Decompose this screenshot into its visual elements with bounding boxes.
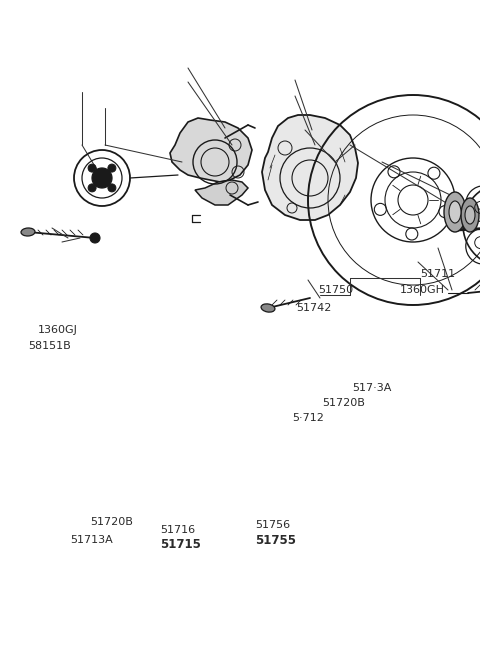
Ellipse shape bbox=[465, 206, 475, 224]
Circle shape bbox=[88, 164, 96, 172]
Text: 51720B: 51720B bbox=[322, 398, 365, 408]
Text: 51755: 51755 bbox=[255, 533, 296, 547]
Text: 51713A: 51713A bbox=[70, 535, 113, 545]
Text: 1360GH: 1360GH bbox=[400, 285, 445, 295]
Text: 517·3A: 517·3A bbox=[352, 383, 391, 393]
Text: 1360GJ: 1360GJ bbox=[38, 325, 78, 335]
Polygon shape bbox=[195, 180, 248, 205]
Text: 51750: 51750 bbox=[318, 285, 353, 295]
Text: 51742: 51742 bbox=[296, 303, 331, 313]
Circle shape bbox=[108, 184, 116, 192]
Ellipse shape bbox=[21, 228, 35, 236]
Polygon shape bbox=[262, 115, 358, 220]
Polygon shape bbox=[170, 118, 252, 182]
Text: 5·712: 5·712 bbox=[292, 413, 324, 423]
Text: 58151B: 58151B bbox=[28, 341, 71, 351]
Text: 51716: 51716 bbox=[160, 525, 195, 535]
Text: 51715: 51715 bbox=[160, 539, 201, 551]
Circle shape bbox=[90, 233, 100, 243]
Text: 51711: 51711 bbox=[420, 269, 455, 279]
Circle shape bbox=[88, 184, 96, 192]
Ellipse shape bbox=[461, 198, 479, 232]
Ellipse shape bbox=[444, 192, 466, 232]
Text: 51720B: 51720B bbox=[90, 517, 133, 527]
Circle shape bbox=[108, 164, 116, 172]
Text: 51756: 51756 bbox=[255, 520, 290, 530]
Ellipse shape bbox=[449, 201, 461, 223]
Circle shape bbox=[92, 168, 112, 188]
Ellipse shape bbox=[261, 304, 275, 312]
